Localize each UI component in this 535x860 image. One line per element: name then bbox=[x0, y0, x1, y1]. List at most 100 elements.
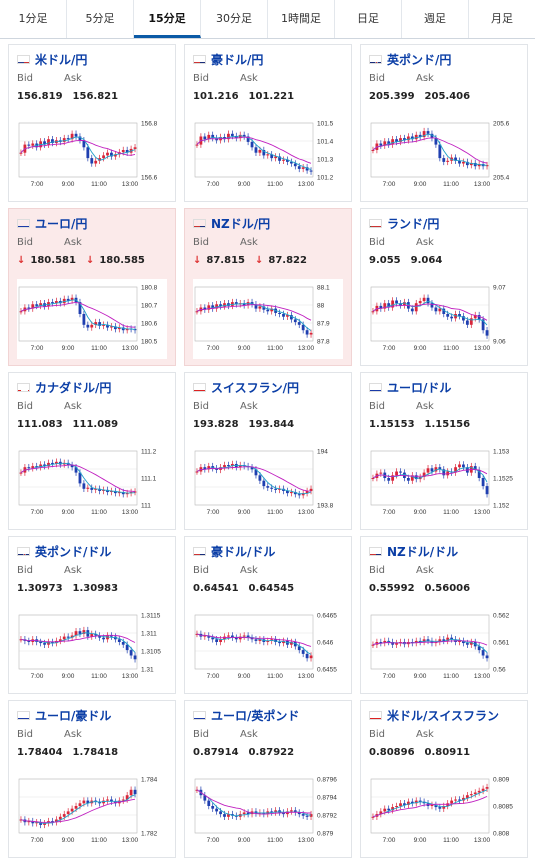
card-title[interactable]: 英ポンド/ドル bbox=[17, 543, 111, 559]
pair-name[interactable]: 豪ドル/ドル bbox=[211, 544, 276, 559]
card-title[interactable]: NZドル/ドル bbox=[369, 543, 458, 559]
card-title[interactable]: カナダドル/円 bbox=[17, 379, 111, 395]
card-title[interactable]: スイスフラン/円 bbox=[193, 379, 299, 395]
pair-name[interactable]: 米ドル/円 bbox=[35, 52, 88, 67]
price-chart[interactable]: 0.8796 0.8794 0.8792 0.879 7:00 9:00 11:00 13:0… bbox=[193, 771, 343, 851]
pair-name[interactable]: 豪ドル/円 bbox=[211, 52, 264, 67]
bid-value: 0.80896 bbox=[369, 747, 415, 758]
tab-4[interactable]: 1時間足 bbox=[268, 0, 335, 38]
price-chart[interactable]: 1.153 1.1525 1.152 7:00 9:00 11:00 13:00 bbox=[369, 443, 519, 523]
pair-name[interactable]: ユーロ/英ポンド bbox=[211, 708, 300, 723]
ask-value: 156.821 bbox=[72, 91, 119, 102]
candle bbox=[410, 801, 414, 804]
candle bbox=[113, 326, 117, 330]
candle bbox=[215, 639, 219, 642]
pair-name[interactable]: ユーロ/ドル bbox=[387, 380, 452, 395]
bid-value-wrap: 9.055 bbox=[369, 255, 406, 266]
price-chart[interactable]: 1.784 1.782 7:00 9:00 11:00 13:00 bbox=[17, 771, 167, 851]
currency-card[interactable]: 豪ドル/円 Bid Ask 101.216 101.221 101.5 101.4 101.3… bbox=[184, 44, 352, 202]
y-tick-label: 0.56 bbox=[493, 667, 506, 674]
currency-card[interactable]: ユーロ/英ポンド Bid Ask 0.87914 0.87922 0.8796 0.8794… bbox=[184, 700, 352, 858]
price-chart[interactable]: 1.3115 1.311 1.3105 1.31 7:00 9:00 11:00 13:00 bbox=[17, 607, 167, 687]
price-labels: Bid Ask bbox=[193, 729, 287, 740]
bid-value: 9.055 bbox=[369, 255, 401, 266]
currency-card[interactable]: 米ドル/円 Bid Ask 156.819 156.821 156.8 156.6 7:00 9… bbox=[8, 44, 176, 202]
candle bbox=[442, 806, 446, 809]
price-chart[interactable]: 205.6 205.4 7:00 9:00 11:00 13:00 bbox=[369, 115, 519, 195]
tab-7[interactable]: 月足 bbox=[491, 12, 513, 25]
y-tick-label: 0.561 bbox=[493, 640, 510, 647]
x-tick-label: 11:00 bbox=[91, 673, 107, 680]
price-chart[interactable]: 111.2 111.1 111 7:00 9:00 11:00 13:00 bbox=[17, 443, 167, 523]
currency-card[interactable]: NZドル/ドル Bid Ask 0.55992 0.56006 0.562 0.561 0.5… bbox=[360, 536, 528, 694]
candle bbox=[254, 469, 258, 476]
chart-frame bbox=[370, 286, 490, 342]
tab-2[interactable]: 15分足 bbox=[134, 0, 201, 38]
card-title[interactable]: ユーロ/豪ドル bbox=[17, 707, 111, 723]
currency-card[interactable]: ランド/円 Bid Ask 9.055 9.064 9.07 9.06 7:00 9:00 11:… bbox=[360, 208, 528, 366]
pair-name[interactable]: 米ドル/スイスフラン bbox=[387, 708, 500, 723]
tab-6[interactable]: 週足 bbox=[402, 0, 469, 38]
price-chart[interactable]: 101.5 101.4 101.3 101.2 7:00 9:00 11:00 13:00 bbox=[193, 115, 343, 195]
price-chart[interactable]: 156.8 156.6 7:00 9:00 11:00 13:00 bbox=[17, 115, 167, 195]
currency-card[interactable]: スイスフラン/円 Bid Ask 193.828 193.844 194 193.8 7:00… bbox=[184, 372, 352, 530]
price-chart[interactable]: 88.1 88 87.9 87.8 7:00 9:00 11:00 13:00 bbox=[193, 279, 343, 359]
candle bbox=[270, 811, 274, 813]
card-title[interactable]: 豪ドル/ドル bbox=[193, 543, 275, 559]
currency-card[interactable]: 英ポンド/円 Bid Ask 205.399 205.406 205.6 205.4 7:00… bbox=[360, 44, 528, 202]
y-tick-label: 1.153 bbox=[493, 449, 510, 456]
currency-card[interactable]: NZドル/円 Bid Ask ↓ 87.815 ↓ 87.822 88.1 88 87.9 87.8… bbox=[184, 208, 352, 366]
ma-short-line bbox=[372, 789, 488, 818]
card-title[interactable]: 米ドル/円 bbox=[17, 51, 87, 67]
price-chart[interactable]: 194 193.8 7:00 9:00 11:00 13:00 bbox=[193, 443, 343, 523]
candle bbox=[203, 795, 207, 801]
currency-card[interactable]: ユーロ/ドル Bid Ask 1.15153 1.15156 1.153 1.1525 1.1… bbox=[360, 372, 528, 530]
pair-name[interactable]: 英ポンド/円 bbox=[387, 52, 452, 67]
currency-card[interactable]: 豪ドル/ドル Bid Ask 0.64541 0.64545 0.6465 0.646 0.6… bbox=[184, 536, 352, 694]
pair-name[interactable]: スイスフラン/円 bbox=[211, 380, 300, 395]
price-chart[interactable]: 0.809 0.8085 0.808 7:00 9:00 11:00 13:00 bbox=[369, 771, 519, 851]
price-chart[interactable]: 0.6465 0.646 0.6455 7:00 9:00 11:00 13:00 bbox=[193, 607, 343, 687]
pair-name[interactable]: ユーロ/豪ドル bbox=[35, 708, 112, 723]
price-chart[interactable]: 0.562 0.561 0.56 7:00 9:00 11:00 13:00 bbox=[369, 607, 519, 687]
card-title[interactable]: 英ポンド/円 bbox=[369, 51, 451, 67]
candle bbox=[230, 463, 234, 467]
candle bbox=[485, 486, 489, 495]
pair-name[interactable]: 英ポンド/ドル bbox=[35, 544, 112, 559]
currency-card[interactable]: カナダドル/円 Bid Ask 111.083 111.089 111.2 111.1 111… bbox=[8, 372, 176, 530]
currency-card[interactable]: ユーロ/円 Bid Ask ↓ 180.581 ↓ 180.585 180.8 180.7 180… bbox=[8, 208, 176, 366]
currency-card[interactable]: 英ポンド/ドル Bid Ask 1.30973 1.30983 1.3115 1.311 1.… bbox=[8, 536, 176, 694]
pair-name[interactable]: NZドル/ドル bbox=[387, 544, 459, 559]
card-title[interactable]: ランド/円 bbox=[369, 215, 439, 231]
card-title[interactable]: ユーロ/英ポンド bbox=[193, 707, 299, 723]
pair-name[interactable]: NZドル/円 bbox=[211, 216, 271, 231]
candle bbox=[305, 330, 309, 335]
x-tick-label: 13:00 bbox=[298, 345, 315, 352]
pair-name[interactable]: ランド/円 bbox=[387, 216, 440, 231]
tab-3[interactable]: 30分足 bbox=[201, 0, 268, 38]
bid-value: 205.399 bbox=[369, 91, 415, 102]
tab-1[interactable]: 5分足 bbox=[67, 0, 134, 38]
ask-label: Ask bbox=[416, 729, 434, 740]
candle bbox=[51, 821, 54, 823]
ask-value-wrap: ↓ 180.585 bbox=[86, 255, 150, 266]
card-title[interactable]: 米ドル/スイスフラン bbox=[369, 707, 499, 723]
card-title[interactable]: NZドル/円 bbox=[193, 215, 270, 231]
x-tick-label: 7:00 bbox=[383, 345, 396, 352]
currency-card[interactable]: ユーロ/豪ドル Bid Ask 1.78404 1.78418 1.784 1.782 7:0… bbox=[8, 700, 176, 858]
candle bbox=[125, 493, 129, 495]
card-title[interactable]: ユーロ/ドル bbox=[369, 379, 451, 395]
candle bbox=[469, 642, 473, 645]
price-chart[interactable]: 180.8 180.7 180.6 180.5 7:00 9:00 11:00 13:00 bbox=[17, 279, 167, 359]
pair-name[interactable]: ユーロ/円 bbox=[35, 216, 88, 231]
candle bbox=[98, 488, 102, 491]
card-title[interactable]: ユーロ/円 bbox=[17, 215, 87, 231]
tab-5[interactable]: 日足 bbox=[335, 0, 402, 38]
currency-card[interactable]: 米ドル/スイスフラン Bid Ask 0.80896 0.80911 0.809 0.808… bbox=[360, 700, 528, 858]
bid-value: 0.87914 bbox=[193, 747, 239, 758]
price-labels: Bid Ask bbox=[369, 73, 463, 84]
price-chart[interactable]: 9.07 9.06 7:00 9:00 11:00 13:00 bbox=[369, 279, 519, 359]
card-title[interactable]: 豪ドル/円 bbox=[193, 51, 263, 67]
pair-name[interactable]: カナダドル/円 bbox=[35, 380, 112, 395]
tab-0[interactable]: 1分足 bbox=[0, 0, 67, 38]
